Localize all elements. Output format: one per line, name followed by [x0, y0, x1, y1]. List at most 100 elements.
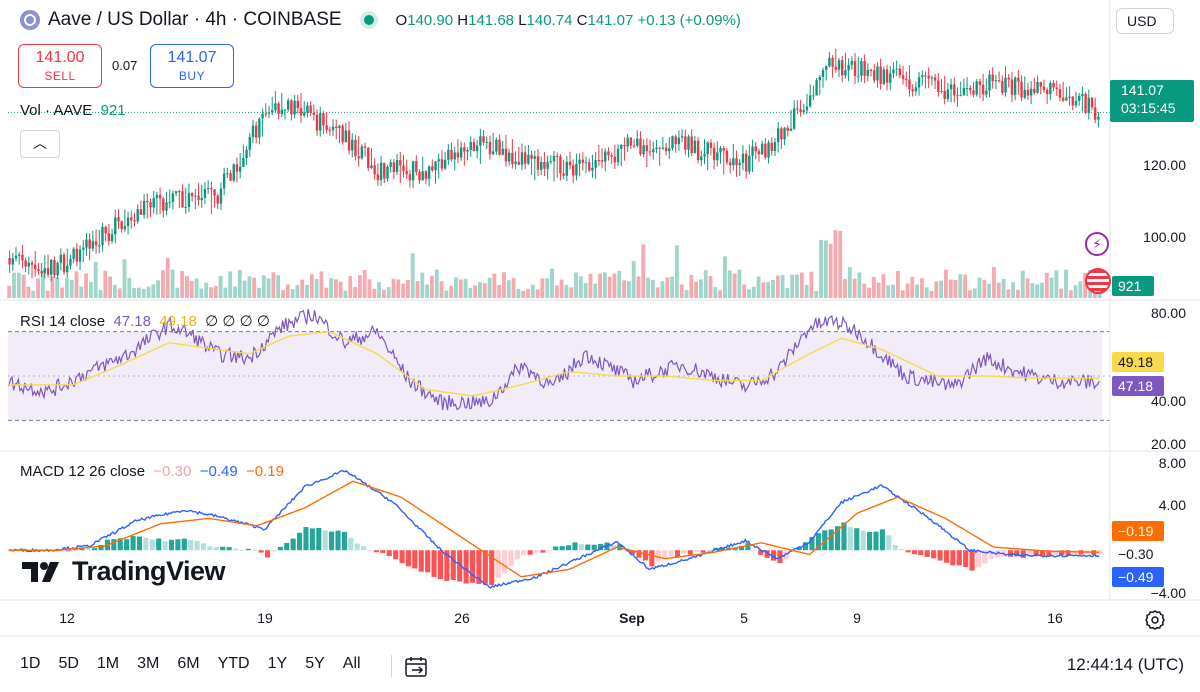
timeframe-1y[interactable]: 1Y [267, 655, 288, 672]
volume-bar [756, 276, 761, 298]
candle-body [206, 187, 210, 190]
chevron-up-icon: ︿ [33, 135, 47, 151]
candle-body [876, 66, 879, 81]
volume-bar [405, 280, 410, 298]
volume-bar [434, 269, 439, 298]
candle-body [392, 162, 396, 172]
candle-body [770, 142, 773, 151]
collapse-legend-button[interactable]: ︿ [20, 130, 60, 158]
candle-body [847, 64, 850, 71]
candle-body [536, 156, 540, 170]
timeframe-5d[interactable]: 5D [58, 655, 79, 672]
volume-bar [646, 277, 651, 298]
candle-body [655, 147, 658, 150]
candle-body [306, 105, 309, 113]
rsi-legend[interactable]: RSI 14 close 47.18 49.18 ∅ ∅ ∅ ∅ [20, 313, 270, 330]
volume-bar [982, 280, 987, 298]
candle-body [338, 125, 341, 129]
candle-body [610, 155, 613, 157]
volume-bar [175, 287, 180, 298]
volume-bar [425, 284, 430, 298]
volume-bar [1020, 270, 1025, 298]
volume-bar [1016, 289, 1020, 298]
candle-body [504, 148, 508, 162]
candle-body [408, 174, 412, 181]
macd-histogram-bar [386, 550, 392, 557]
settings-icon[interactable] [1144, 609, 1166, 631]
macd-histogram-bar [85, 548, 91, 551]
timeframe-bar: 1D 5D 1M 3M 6M YTD 1Y 5Y All [20, 655, 430, 679]
candle-body [927, 75, 930, 79]
candle-body [1004, 77, 1007, 93]
macd-histogram-bar [1007, 550, 1014, 557]
volume-bar [631, 261, 636, 298]
candle-body [751, 146, 754, 156]
candle-body [901, 75, 905, 80]
candle-body [837, 60, 841, 70]
candle-body [549, 161, 552, 163]
volume-bar [1035, 284, 1040, 298]
candle-body [716, 152, 719, 161]
timeframe-1m[interactable]: 1M [96, 655, 120, 672]
timeframe-all[interactable]: All [342, 655, 361, 672]
candle-body [491, 151, 495, 155]
candle-body [56, 262, 59, 276]
candle-body [66, 265, 69, 273]
divider [390, 655, 392, 677]
date-range-icon[interactable] [404, 655, 430, 679]
macd-legend[interactable]: MACD 12 26 close −0.30 −0.49 −0.19 [20, 463, 284, 480]
volume-legend[interactable]: Vol · AAVE 921 [20, 102, 126, 119]
candle-body [709, 142, 713, 148]
candle-body [146, 200, 149, 203]
rsi-ma-line [8, 330, 1100, 397]
timeframe-3m[interactable]: 3M [137, 655, 160, 672]
volume-bar [972, 288, 977, 298]
candle-body [933, 77, 937, 81]
candle-body [418, 171, 421, 181]
timeframe-1d[interactable]: 1D [20, 655, 41, 672]
volume-bar [751, 286, 756, 298]
volume-bar [377, 282, 382, 298]
candle-body [1020, 81, 1023, 98]
macd-histogram-bar [668, 550, 674, 556]
candle-body [434, 161, 437, 171]
timeframe-6m[interactable]: 6M [177, 655, 200, 672]
us-flag-icon[interactable] [1085, 268, 1111, 294]
symbol-title[interactable]: Aave / US Dollar · 4h · COINBASE [48, 9, 342, 30]
volume-bar [987, 283, 992, 298]
volume-bar [266, 278, 271, 298]
candle-body [440, 159, 444, 169]
volume-bar [655, 287, 660, 298]
candle-body [421, 171, 424, 181]
timeframe-ytd[interactable]: YTD [217, 655, 250, 672]
candle-body [46, 268, 50, 275]
candle-body [780, 128, 783, 140]
volume-bar [112, 284, 117, 298]
macd-histogram-bar [213, 547, 219, 551]
buy-button[interactable]: 141.07 BUY [150, 44, 234, 88]
candle-body [575, 163, 578, 176]
timeframe-5y[interactable]: 5Y [305, 655, 325, 672]
candle-body [943, 91, 946, 100]
volume-bar [843, 279, 847, 298]
macd-histogram-bar [297, 532, 303, 551]
macd-histogram-bar [681, 550, 687, 554]
events-icon[interactable]: ⚡ [1085, 232, 1109, 256]
candle-body [1042, 86, 1046, 90]
candle-body [895, 68, 898, 70]
sell-button[interactable]: 141.00 SELL [18, 44, 102, 88]
candle-body [808, 95, 812, 107]
currency-selector[interactable]: USD [1116, 8, 1174, 34]
candle-body [94, 241, 98, 246]
candle-body [322, 112, 325, 126]
volume-bar [953, 279, 958, 298]
macd-histogram-bar [521, 550, 527, 556]
candle-body [584, 162, 588, 164]
volume-bar [996, 282, 1001, 298]
candle-body [78, 249, 82, 262]
volume-bar [132, 287, 137, 298]
candle-body [905, 79, 908, 81]
volume-bar [598, 273, 602, 298]
utc-clock[interactable]: 12:44:14 (UTC) [1066, 655, 1184, 674]
candle-body [523, 152, 527, 164]
